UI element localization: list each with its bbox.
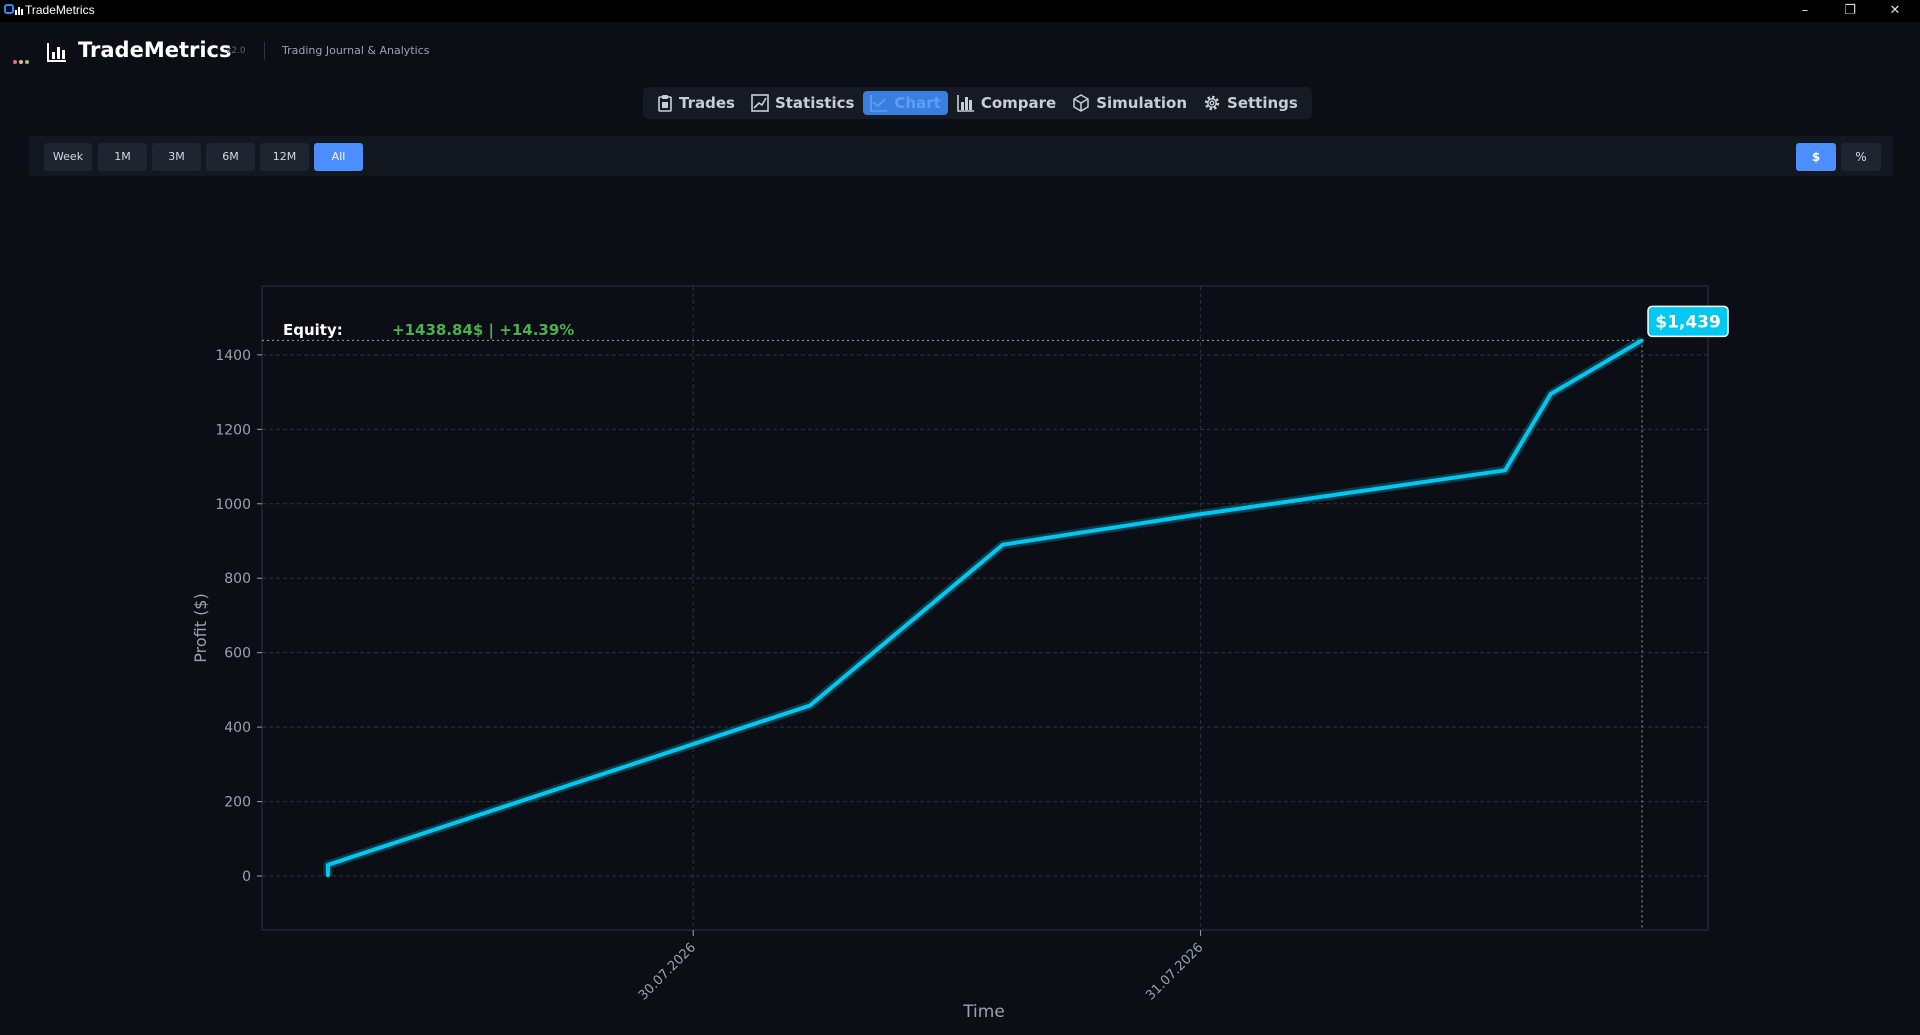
tab-chart[interactable]: Chart xyxy=(863,91,948,115)
equity-points xyxy=(326,338,1644,878)
chart-trend-icon xyxy=(751,94,769,112)
period-12m-button[interactable]: 12M xyxy=(260,143,309,171)
line-chart-icon xyxy=(870,95,888,112)
x-tick-label: 30.07.2026 xyxy=(636,940,699,1003)
equity-point xyxy=(1001,543,1005,547)
clipboard-icon xyxy=(658,95,672,112)
app-version: v2.0 xyxy=(226,46,246,56)
period-3m-button[interactable]: 3M xyxy=(152,143,201,171)
close-button[interactable]: ✕ xyxy=(1889,3,1901,18)
app-subtitle: Trading Journal & Analytics xyxy=(282,44,430,57)
status-dot-yellow xyxy=(19,60,23,64)
y-tick-label: 600 xyxy=(224,646,251,662)
chart-plot-area xyxy=(261,285,1709,931)
x-axis-label: Time xyxy=(962,1002,1005,1022)
y-tick-label: 200 xyxy=(224,795,251,811)
bar-chart-small-icon xyxy=(15,7,23,15)
equity-point xyxy=(326,874,330,878)
minimize-button[interactable]: – xyxy=(1801,3,1809,18)
tab-statistics[interactable]: Statistics xyxy=(744,91,861,115)
cube-icon xyxy=(1073,94,1089,112)
x-tick-label: 31.07.2026 xyxy=(1143,940,1206,1003)
badge-background xyxy=(1647,305,1729,338)
app-window-icon xyxy=(4,4,14,14)
tab-trades[interactable]: Trades xyxy=(650,91,742,115)
header-divider xyxy=(264,42,265,60)
tab-label: Trades xyxy=(679,94,735,112)
main-tabs: Trades Statistics Chart Compare Simulati… xyxy=(643,87,1312,119)
y-tick-label: 0 xyxy=(242,869,251,885)
y-tick-label: 1000 xyxy=(215,497,251,513)
unit-dollar-button[interactable]: $ xyxy=(1796,143,1836,171)
badge-value: $1,439 xyxy=(1655,312,1721,332)
tab-compare[interactable]: Compare xyxy=(950,91,1063,115)
tab-settings[interactable]: Settings xyxy=(1196,91,1305,115)
status-dots xyxy=(13,49,31,68)
y-tick-label: 800 xyxy=(224,571,251,587)
window-title: TradeMetrics xyxy=(25,3,95,17)
period-all-button[interactable]: All xyxy=(314,143,363,171)
equity-point xyxy=(808,704,812,708)
period-1m-button[interactable]: 1M xyxy=(98,143,147,171)
status-dot-red xyxy=(13,60,17,64)
tab-label: Statistics xyxy=(774,94,855,112)
equity-point xyxy=(326,863,330,867)
y-tick-label: 1400 xyxy=(215,348,251,364)
equity-point xyxy=(1640,338,1644,342)
y-tick-label: 400 xyxy=(224,720,251,736)
tab-label: Compare xyxy=(980,94,1057,112)
y-axis-label: Profit ($) xyxy=(191,593,210,662)
x-axis-ticks: 30.07.2026 31.07.2026 xyxy=(636,930,1206,1003)
y-tick-label: 1200 xyxy=(215,422,251,438)
equity-point xyxy=(1194,513,1198,517)
tab-label: Chart xyxy=(894,94,941,112)
equity-point xyxy=(1503,468,1507,472)
equity-line xyxy=(326,338,1644,876)
equity-point xyxy=(1549,392,1553,396)
y-axis-ticks: 0 200 400 600 800 1000 1200 1400 xyxy=(215,348,262,885)
app-name: TradeMetrics xyxy=(78,38,232,62)
period-6m-button[interactable]: 6M xyxy=(206,143,255,171)
bar-chart-logo-icon xyxy=(47,43,66,62)
gear-icon xyxy=(1204,95,1220,111)
unit-percent-button[interactable]: % xyxy=(1841,143,1881,171)
tab-simulation[interactable]: Simulation xyxy=(1065,91,1194,115)
maximize-button[interactable]: ❐ xyxy=(1844,3,1856,18)
bar-chart-icon xyxy=(957,95,974,112)
last-value-badge: $1,439 xyxy=(1647,305,1729,338)
equity-label: Equity: xyxy=(283,321,343,339)
tab-label: Simulation xyxy=(1096,94,1188,112)
equity-value: +1438.84$ | +14.39% xyxy=(392,321,574,340)
window-titlebar: TradeMetrics – ❐ ✕ xyxy=(0,0,1920,22)
status-dot-green xyxy=(25,60,29,64)
chart-gridlines xyxy=(262,286,1708,930)
tab-label: Settings xyxy=(1227,94,1298,112)
period-week-button[interactable]: Week xyxy=(44,143,92,171)
period-toolbar: Week 1M 3M 6M 12M All $ % xyxy=(29,136,1893,176)
